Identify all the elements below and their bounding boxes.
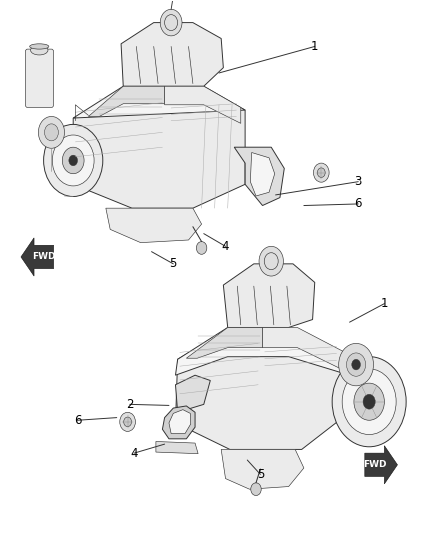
FancyBboxPatch shape bbox=[25, 49, 53, 108]
Text: 5: 5 bbox=[170, 257, 177, 270]
Text: 4: 4 bbox=[131, 447, 138, 459]
Text: FWD: FWD bbox=[363, 461, 386, 469]
Circle shape bbox=[160, 10, 182, 36]
Ellipse shape bbox=[31, 45, 48, 55]
Circle shape bbox=[318, 168, 325, 177]
Text: 5: 5 bbox=[257, 468, 264, 481]
Circle shape bbox=[120, 413, 135, 431]
Polygon shape bbox=[156, 441, 198, 454]
Polygon shape bbox=[176, 330, 350, 449]
Polygon shape bbox=[162, 406, 195, 439]
Text: 1: 1 bbox=[311, 40, 318, 53]
Polygon shape bbox=[106, 208, 201, 243]
Circle shape bbox=[62, 147, 84, 174]
Circle shape bbox=[39, 116, 64, 148]
Polygon shape bbox=[121, 22, 223, 86]
Circle shape bbox=[342, 369, 396, 434]
Polygon shape bbox=[365, 446, 397, 484]
Circle shape bbox=[363, 394, 375, 409]
Text: 6: 6 bbox=[354, 197, 362, 211]
Circle shape bbox=[346, 353, 366, 376]
Circle shape bbox=[196, 241, 207, 254]
Text: 3: 3 bbox=[355, 175, 362, 188]
Circle shape bbox=[352, 359, 360, 370]
Polygon shape bbox=[234, 147, 284, 206]
Text: 6: 6 bbox=[74, 414, 81, 427]
Polygon shape bbox=[223, 264, 315, 327]
Text: 4: 4 bbox=[222, 240, 229, 253]
Polygon shape bbox=[169, 410, 191, 433]
Circle shape bbox=[45, 124, 58, 141]
Circle shape bbox=[69, 155, 78, 166]
Polygon shape bbox=[251, 152, 275, 196]
Circle shape bbox=[124, 417, 131, 426]
Circle shape bbox=[339, 343, 374, 386]
Polygon shape bbox=[176, 375, 210, 413]
Circle shape bbox=[52, 135, 94, 186]
Circle shape bbox=[332, 357, 406, 447]
Polygon shape bbox=[221, 449, 304, 489]
Text: FWD: FWD bbox=[32, 253, 56, 262]
Circle shape bbox=[251, 483, 261, 496]
Text: 1: 1 bbox=[381, 297, 388, 310]
Ellipse shape bbox=[30, 44, 49, 49]
Circle shape bbox=[314, 163, 329, 182]
Polygon shape bbox=[73, 89, 245, 208]
Circle shape bbox=[44, 124, 103, 197]
Polygon shape bbox=[165, 86, 241, 123]
Polygon shape bbox=[21, 238, 53, 276]
Polygon shape bbox=[73, 86, 245, 118]
Polygon shape bbox=[176, 327, 350, 375]
Polygon shape bbox=[262, 327, 343, 369]
Polygon shape bbox=[88, 86, 165, 116]
Polygon shape bbox=[186, 327, 262, 358]
Circle shape bbox=[259, 246, 283, 276]
Text: 2: 2 bbox=[126, 398, 134, 411]
Circle shape bbox=[354, 383, 385, 420]
